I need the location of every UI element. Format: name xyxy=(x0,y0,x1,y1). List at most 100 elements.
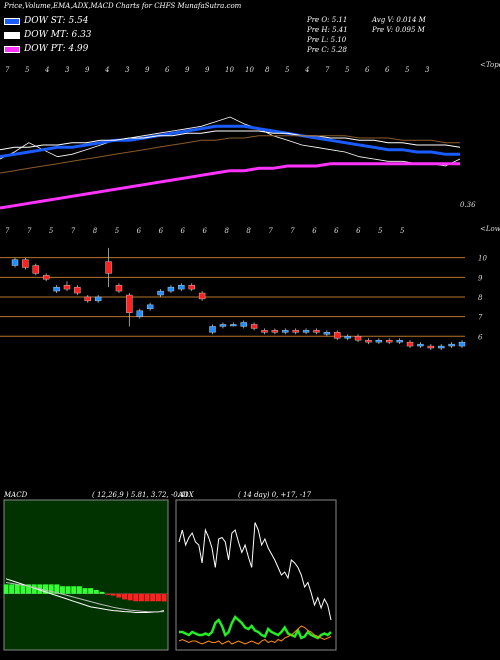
macd-histogram-bar xyxy=(155,593,161,602)
top-tick-label: 10 xyxy=(225,66,234,74)
ema-bottom-value: 0.36 xyxy=(460,201,476,209)
macd-histogram-bar xyxy=(43,584,48,594)
adx-params: ( 14 day) 0, +17, -17 xyxy=(238,491,312,499)
bottom-tick-label: 5 xyxy=(378,227,383,235)
price-panel: 10 9 8 7 6 <Lowe xyxy=(0,225,500,350)
adx-background xyxy=(175,499,337,651)
macd-histogram-bar xyxy=(127,593,133,601)
bottom-tick-label: 6 xyxy=(159,227,164,235)
top-tick-label: 6 xyxy=(165,66,170,74)
top-tick-label: 5 xyxy=(405,66,410,74)
candle-body xyxy=(219,324,227,327)
top-tick-label: 9 xyxy=(185,66,190,74)
candle-body xyxy=(271,330,279,333)
top-tick-label: 5 xyxy=(25,66,30,74)
top-tick-label: 9 xyxy=(205,66,210,74)
candle-body xyxy=(344,336,351,339)
macd-histogram-bar xyxy=(105,593,111,595)
candle-body xyxy=(167,286,175,292)
candle-body xyxy=(334,332,341,339)
macd-histogram-bar xyxy=(144,593,150,602)
bottom-tick-label: 7 xyxy=(290,227,295,235)
top-tick-label: 3 xyxy=(65,66,70,74)
candle-body xyxy=(209,326,216,333)
top-tick-label: 9 xyxy=(85,66,90,74)
ema-panel: 7 5 4 3 9 4 3 9 6 9 9 10 10 8 5 4 7 5 6 6 5 3 <Tope 0.36 7 7 5 7 8 5 6… xyxy=(0,61,500,235)
dow-mt-swatch xyxy=(4,31,20,39)
macd-histogram-bar xyxy=(110,593,116,596)
candle-body xyxy=(313,330,320,333)
bottom-tick-label: 5 xyxy=(400,227,405,235)
bottom-tick-label: 5 xyxy=(115,227,120,235)
prev-open: Pre O: 5.11 xyxy=(307,16,348,24)
bottom-tick-label: 6 xyxy=(181,227,186,235)
price-level-label: 10 xyxy=(478,255,487,263)
candle-body xyxy=(448,343,455,347)
bottom-tick-label: 6 xyxy=(137,227,142,235)
candle-body xyxy=(406,341,414,347)
top-tick-label: 6 xyxy=(385,66,390,74)
candle-body xyxy=(240,322,247,327)
prev-high: Pre H: 5.41 xyxy=(307,26,348,34)
avg-volume: Avg V: 0.014 M xyxy=(372,16,426,24)
candle-body xyxy=(386,339,393,343)
top-tick-label: 4 xyxy=(44,66,49,74)
candle-body xyxy=(11,259,19,266)
dow-pt-swatch xyxy=(4,45,20,53)
candle-body xyxy=(146,304,154,309)
top-tick-label: 7 xyxy=(5,66,10,74)
bottom-tick-label: 8 xyxy=(246,227,251,235)
bottom-tick-label: 6 xyxy=(312,227,317,235)
price-level-label: 8 xyxy=(478,294,483,302)
price-level-label: 7 xyxy=(478,314,483,322)
dow-st-label: DOW ST: 5.54 xyxy=(24,16,89,26)
candle-body xyxy=(323,332,331,335)
tope-label: <Tope xyxy=(480,61,500,69)
dow-st-swatch xyxy=(4,17,20,25)
macd-histogram-bar xyxy=(14,584,20,594)
series-ema-short xyxy=(0,124,460,159)
candle-body xyxy=(188,284,195,290)
adx-series-minus-di xyxy=(178,625,332,645)
series-price xyxy=(0,116,461,167)
macd-histogram-bar xyxy=(3,584,9,594)
candle-body xyxy=(198,292,206,300)
top-tick-label: 10 xyxy=(245,66,254,74)
candle-body xyxy=(136,310,143,317)
top-tick-label: 4 xyxy=(104,66,109,74)
macd-histogram-bar xyxy=(133,593,139,602)
top-tick-label: 5 xyxy=(345,66,350,74)
series-ema-brown xyxy=(0,135,460,174)
adx-series-plus-di xyxy=(179,615,332,640)
macd-histogram-bar xyxy=(71,586,77,594)
candle-body xyxy=(282,330,289,333)
macd-histogram-bar xyxy=(31,584,37,594)
price-level-label: 6 xyxy=(478,333,483,341)
candle-body xyxy=(417,343,424,347)
prev-close: Pre C: 5.28 xyxy=(307,46,347,54)
macd-params: ( 12,26,9 ) 5.81, 3.72, -0.41 xyxy=(92,491,189,499)
candle-body xyxy=(53,286,60,292)
candle-body xyxy=(261,330,268,333)
macd-histogram-bar xyxy=(122,593,127,600)
macd-histogram-bar xyxy=(88,588,94,594)
candle-body xyxy=(427,345,435,349)
bottom-tick-label: 7 xyxy=(268,227,273,235)
candle-body xyxy=(63,284,71,290)
lowe-label: <Lowe xyxy=(480,225,500,233)
macd-histogram-bar xyxy=(116,593,122,598)
macd-histogram-bar xyxy=(26,584,32,594)
candle-body xyxy=(250,324,258,329)
macd-signal-line xyxy=(5,582,165,613)
macd-histogram-bar xyxy=(93,590,99,594)
macd-panel xyxy=(3,499,169,651)
macd-histogram-bar xyxy=(54,584,60,594)
candle-body xyxy=(438,345,445,349)
macd-title: MACD xyxy=(4,491,28,499)
dow-mt-label: DOW MT: 6.33 xyxy=(24,30,92,40)
candle-body xyxy=(105,261,112,274)
candle-body xyxy=(115,284,123,292)
dow-st-legend: DOW ST: 5.54 xyxy=(4,16,89,26)
adx-panel xyxy=(175,499,337,651)
bottom-tick-label: 7 xyxy=(27,227,32,235)
